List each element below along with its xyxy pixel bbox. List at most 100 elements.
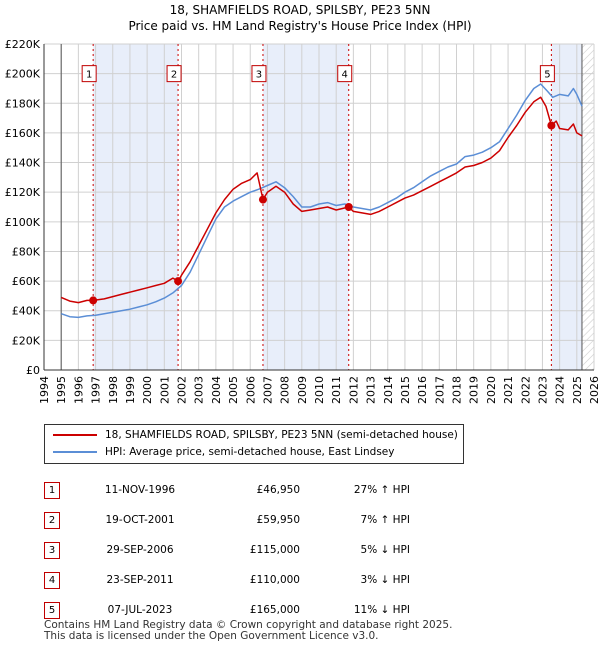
x-tick-label: 2017 [433,376,446,404]
x-tick-label: 1995 [55,376,68,404]
y-tick-label: £0 [26,364,40,377]
legend-swatch-hpi [53,451,97,453]
y-tick-label: £200K [5,68,41,81]
y-tick-label: £180K [5,97,41,110]
sale-price: £115,000 [249,544,300,556]
x-tick-label: 1994 [38,376,51,404]
x-tick-label: 2003 [193,376,206,404]
y-tick-label: £220K [5,38,41,51]
x-tick-label: 2023 [536,376,549,404]
x-tick-label: 2002 [176,376,189,404]
sale-hpi-diff: 3% ↓ HPI [360,574,410,586]
sale-date: 29-SEP-2006 [106,544,174,556]
sale-price: £165,000 [249,604,300,616]
x-tick-label: 2000 [141,376,154,404]
x-tick-label: 2025 [571,376,584,404]
legend-label-hpi: HPI: Average price, semi-detached house,… [105,446,395,458]
sale-date: 07-JUL-2023 [107,604,173,616]
sale-point [547,121,556,130]
x-tick-label: 2026 [588,376,600,404]
future-hatch-region [581,44,594,370]
y-tick-label: £20K [12,334,41,347]
x-tick-label: 2013 [365,376,378,404]
chart-title: 18, SHAMFIELDS ROAD, SPILSBY, PE23 5NN [169,3,431,17]
x-tick-label: 2012 [347,376,360,404]
y-tick-label: £120K [5,186,41,199]
x-tick-label: 1998 [107,376,120,404]
x-tick-label: 2020 [485,376,498,404]
sale-marker-label: 5 [544,70,550,81]
sale-hpi-diff: 5% ↓ HPI [360,544,410,556]
x-tick-label: 2011 [330,376,343,404]
sale-marker-label: 2 [171,70,177,81]
table-row: 1 11-NOV-1996 £46,950 27% ↑ HPI [44,475,410,505]
y-tick-label: £100K [5,216,41,229]
hpi-line [60,83,583,319]
table-row: 2 19-OCT-2001 £59,950 7% ↑ HPI [44,505,410,535]
footer-copyright: Contains HM Land Registry data © Crown c… [44,619,453,631]
x-tick-label: 1997 [90,376,103,404]
sale-marker-label: 3 [256,70,262,81]
x-tick-label: 2016 [416,376,429,404]
sale-marker-label: 4 [342,70,348,81]
x-tick-label: 2009 [296,376,309,404]
x-tick-label: 2024 [554,376,567,404]
y-tick-label: £140K [5,157,41,170]
ownership-period-shade [93,44,179,370]
sale-marker-box [251,65,267,83]
y-tick-label: £160K [5,127,41,140]
sale-number-badge: 2 [44,511,60,529]
sale-marker-box [539,65,555,83]
y-tick-label: £40K [12,305,41,318]
x-tick-label: 2018 [451,376,464,404]
property-price-line [60,96,583,304]
legend-item-hpi: HPI: Average price, semi-detached house,… [53,444,394,460]
x-tick-label: 1996 [72,376,85,404]
legend-item-property: 18, SHAMFIELDS ROAD, SPILSBY, PE23 5NN (… [53,427,458,443]
sale-hpi-diff: 11% ↓ HPI [353,604,410,616]
legend-swatch-property [53,434,97,436]
sale-marker-label: 1 [86,70,92,81]
x-tick-label: 1999 [124,376,137,404]
ownership-period-shade [551,44,582,370]
x-tick-label: 2007 [261,376,274,404]
sale-marker-box [81,65,97,83]
x-tick-label: 2006 [244,376,257,404]
x-tick-label: 2015 [399,376,412,404]
sale-hpi-diff: 27% ↑ HPI [353,484,410,496]
sale-price: £110,000 [249,574,300,586]
table-row: 3 29-SEP-2006 £115,000 5% ↓ HPI [44,535,410,565]
x-tick-label: 2004 [210,376,223,404]
chart-subtitle: Price paid vs. HM Land Registry's House … [128,19,472,33]
sale-point [89,296,98,305]
table-row: 4 23-SEP-2011 £110,000 3% ↓ HPI [44,565,410,595]
sale-date: 11-NOV-1996 [104,484,176,496]
sale-price: £59,950 [256,514,300,526]
legend: 18, SHAMFIELDS ROAD, SPILSBY, PE23 5NN (… [44,424,464,464]
table-row: 5 07-JUL-2023 £165,000 11% ↓ HPI [44,595,410,625]
footer: Contains HM Land Registry data © Crown c… [44,620,452,642]
sale-date: 19-OCT-2001 [105,514,175,526]
sale-marker-box [166,65,182,83]
sales-table: 1 11-NOV-1996 £46,950 27% ↑ HPI 2 19-OCT… [44,475,410,625]
x-tick-label: 2019 [468,376,481,404]
footer-license: This data is licensed under the Open Gov… [44,630,379,642]
sale-number-badge: 4 [44,571,60,589]
x-tick-label: 2022 [519,376,532,404]
x-tick-label: 2010 [313,376,326,404]
legend-label-property: 18, SHAMFIELDS ROAD, SPILSBY, PE23 5NN (… [105,429,458,441]
sale-number-badge: 5 [44,601,60,619]
x-tick-label: 2014 [382,376,395,404]
sale-point [174,277,183,286]
sale-number-badge: 3 [44,541,60,559]
x-tick-label: 2021 [502,376,515,404]
x-tick-label: 2001 [158,376,171,404]
x-tick-label: 2008 [279,376,292,404]
y-tick-label: £80K [12,245,41,258]
sale-point [258,195,267,204]
price-chart: 1 2 3 4 5 £0 £20K £40K £60K £80K £100K £120K £140K £1… [5,38,600,404]
y-tick-label: £60K [12,275,41,288]
sale-hpi-diff: 7% ↑ HPI [360,514,410,526]
sale-number-badge: 1 [44,481,60,499]
sale-point [344,203,353,211]
